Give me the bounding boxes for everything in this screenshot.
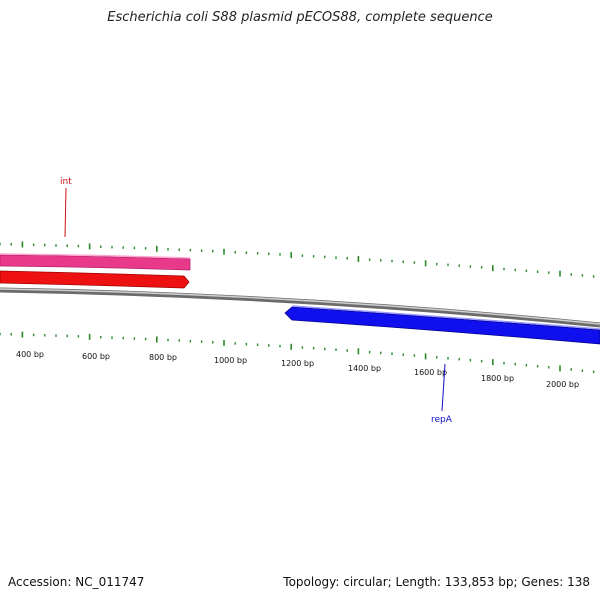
tick-label-1000: 1000 bp	[214, 356, 247, 365]
gene-label-repA: repA	[431, 415, 453, 425]
upper-tick-marks	[0, 241, 595, 278]
int-leader-line	[64, 187, 67, 238]
topology-summary: Topology: circular; Length: 133,853 bp; …	[283, 575, 590, 589]
tick-label-400: 400 bp	[16, 350, 44, 359]
tick-label-1400: 1400 bp	[348, 364, 381, 373]
plasmid-backbone-highlight	[0, 288, 600, 325]
tick-label-800: 800 bp	[149, 353, 177, 362]
tick-label-1200: 1200 bp	[281, 359, 314, 368]
gene-repA-highlight	[291, 305, 600, 330]
gene-int[interactable]	[0, 254, 191, 271]
tick-label-1600: 1600 bp	[414, 368, 447, 377]
tick-label-600: 600 bp	[82, 352, 110, 361]
gene-red[interactable]	[0, 270, 190, 289]
plasmid-backbone	[0, 287, 600, 328]
map-title: Escherichia coli S88 plasmid pECOS88, co…	[107, 10, 493, 25]
gene-label-int: int	[60, 177, 72, 187]
accession-text: Accession: NC_011747	[8, 575, 145, 589]
repA-leader-line	[441, 363, 446, 412]
tick-labels: 400 bp 600 bp 800 bp 1000 bp 1200 bp 140…	[16, 350, 579, 389]
gene-int-highlight	[0, 253, 191, 259]
tick-label-1800: 1800 bp	[481, 374, 514, 383]
tick-label-2000: 2000 bp	[546, 380, 579, 389]
lower-tick-marks	[0, 331, 595, 373]
